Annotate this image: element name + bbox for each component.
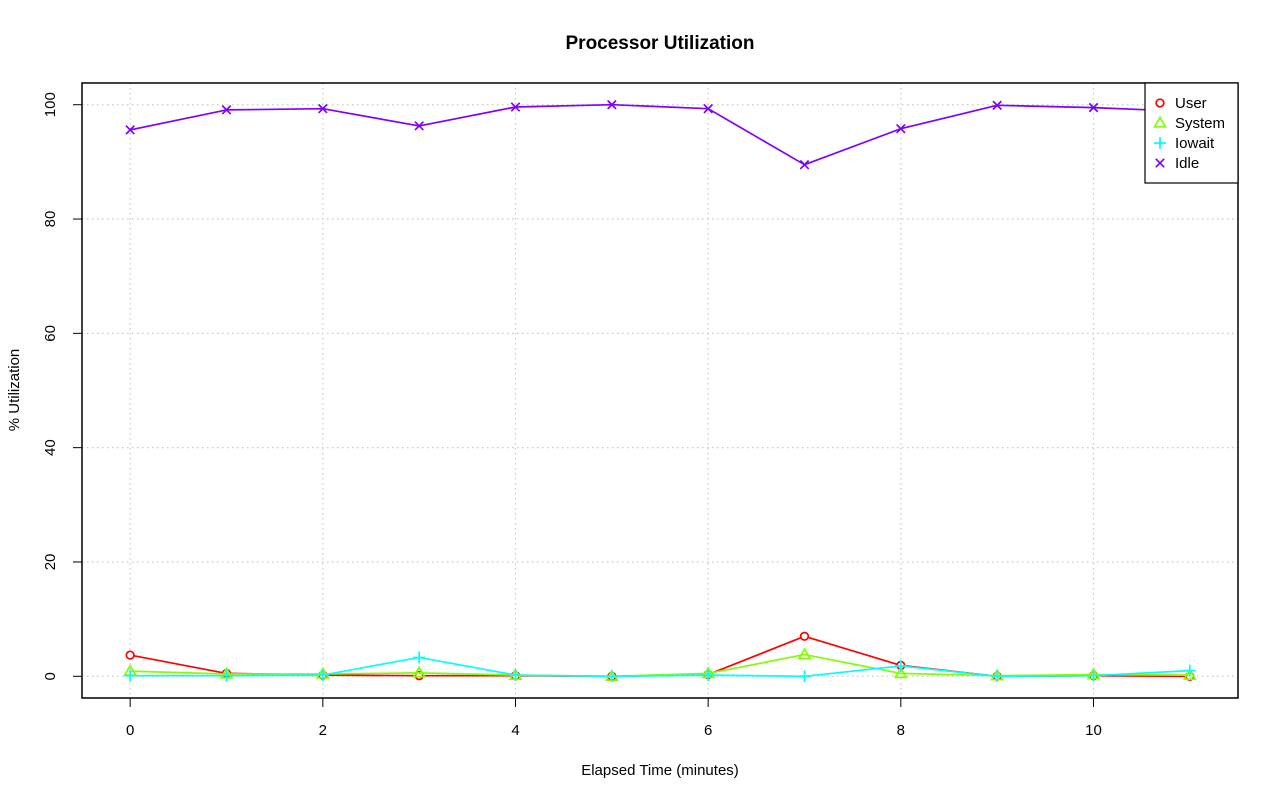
- legend-label-idle: Idle: [1175, 155, 1199, 172]
- data-point-idle: [1088, 102, 1099, 113]
- data-point-idle: [896, 123, 906, 134]
- legend-marker-system: [1153, 115, 1167, 128]
- x-tick-label: 10: [1085, 722, 1102, 739]
- data-point-idle: [510, 102, 521, 112]
- data-point-user: [125, 650, 135, 660]
- data-point-idle: [221, 105, 232, 115]
- y-tick-label: 80: [42, 211, 59, 228]
- data-point-idle: [414, 121, 424, 131]
- legend-label-system: System: [1175, 115, 1225, 132]
- data-point-idle: [703, 103, 713, 114]
- x-tick-label: 6: [704, 722, 712, 739]
- legend-label-iowait: Iowait: [1175, 135, 1215, 152]
- data-point-iowait: [991, 670, 1004, 683]
- plot-border: [81, 82, 1239, 699]
- legend-label-user: User: [1175, 95, 1207, 112]
- data-point-iowait: [702, 669, 715, 682]
- chart-title: Processor Utilization: [566, 33, 755, 54]
- data-point-iowait: [124, 669, 137, 682]
- data-point-idle: [992, 100, 1002, 111]
- data-point-iowait: [605, 670, 618, 683]
- x-tick-label: 8: [897, 722, 905, 739]
- x-tick-label: 0: [126, 722, 134, 739]
- data-point-iowait: [1087, 669, 1100, 682]
- legend: User System Iowait Idle: [1144, 82, 1239, 184]
- y-tick-label: 60: [42, 325, 59, 342]
- series-line-user: [130, 635, 1190, 678]
- series-line-idle: [130, 103, 1190, 166]
- data-point-iowait: [316, 669, 329, 682]
- data-point-system: [1182, 667, 1197, 680]
- data-point-idle: [799, 159, 810, 170]
- data-point-idle: [125, 125, 135, 135]
- data-point-iowait: [894, 659, 907, 672]
- y-axis-label: % Utilization: [6, 349, 23, 432]
- data-point-user: [799, 631, 810, 641]
- data-point-idle: [607, 99, 617, 110]
- series-iowait: [124, 651, 1196, 683]
- data-point-system: [797, 647, 812, 660]
- series-user: [125, 631, 1195, 681]
- data-point-system: [893, 666, 908, 679]
- grid: [82, 83, 1238, 698]
- series-line-iowait: [130, 656, 1190, 678]
- data-point-system: [412, 665, 427, 678]
- legend-marker-idle: [1155, 158, 1165, 168]
- y-tick-label: 40: [42, 439, 59, 456]
- y-tick-label: 0: [42, 672, 59, 680]
- legend-marker-user: [1155, 98, 1165, 108]
- data-point-iowait: [509, 669, 522, 682]
- legend-marker-iowait: [1154, 137, 1166, 149]
- data-point-iowait: [1183, 664, 1196, 677]
- data-point-iowait: [413, 651, 426, 664]
- data-point-iowait: [798, 670, 811, 683]
- series-idle: [125, 99, 1195, 170]
- y-tick-label: 100: [42, 92, 59, 117]
- x-tick-label: 4: [511, 722, 519, 739]
- y-tick-label: 20: [42, 554, 59, 571]
- x-tick-label: 2: [319, 722, 327, 739]
- series-layer: [123, 99, 1197, 683]
- x-axis-label: Elapsed Time (minutes): [581, 762, 739, 779]
- data-point-idle: [318, 103, 328, 114]
- data-point-iowait: [220, 669, 233, 682]
- series-line-system: [130, 653, 1190, 678]
